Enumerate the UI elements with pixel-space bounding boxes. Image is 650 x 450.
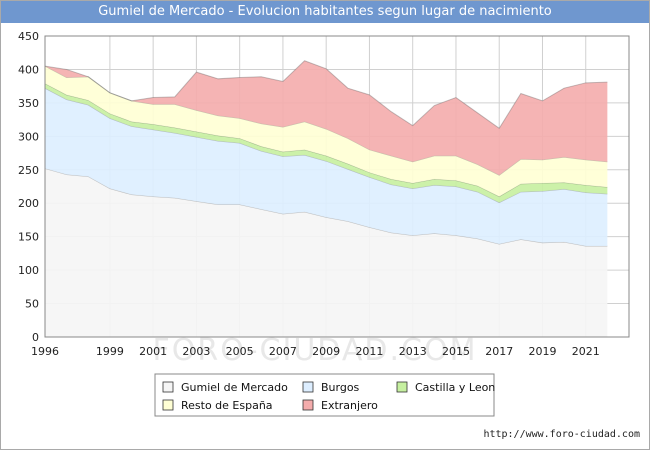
y-tick-label: 150	[18, 231, 39, 244]
area-resto-de-espana	[45, 66, 608, 197]
legend-swatch	[162, 381, 174, 393]
y-axis-ticks: 0 50 100 150 200 250 300 350 400 450	[18, 30, 39, 344]
x-tick-label: 2011	[355, 345, 383, 358]
x-tick-label: 1996	[31, 345, 59, 358]
legend-box	[154, 373, 495, 417]
x-tick-label: 2001	[139, 345, 167, 358]
x-axis-ticks: 1996 1999 2001 2003 2005 2007 2009 2011 2013 2015…	[31, 345, 600, 358]
y-tick-label: 450	[18, 30, 39, 43]
y-tick-label: 250	[18, 164, 39, 177]
x-tick-label: 1999	[96, 345, 124, 358]
plot-border	[44, 35, 630, 338]
legend-label: Resto de España	[181, 399, 273, 412]
area-extranjero	[45, 60, 608, 176]
legend-swatch	[396, 381, 408, 393]
x-tick-label: 2007	[269, 345, 297, 358]
chart-title: Gumiel de Mercado - Evolucion habitantes…	[1, 1, 649, 23]
y-tick-label: 50	[25, 298, 39, 311]
area-series	[44, 60, 608, 337]
x-tick-label: 2015	[442, 345, 470, 358]
legend-label: Extranjero	[321, 399, 378, 412]
x-tick-label: 2003	[182, 345, 210, 358]
x-tick-label: 2021	[572, 345, 600, 358]
x-tick-label: 2005	[226, 345, 254, 358]
x-tick-label: 2017	[485, 345, 513, 358]
y-tick-label: 100	[18, 264, 39, 277]
y-tick-label: 0	[32, 331, 39, 344]
y-tick-label: 300	[18, 130, 39, 143]
area-edge-extranjero	[44, 60, 608, 130]
y-tick-label: 400	[18, 63, 39, 76]
legend-label: Gumiel de Mercado	[181, 381, 288, 394]
area-gumiel-de-mercado	[45, 168, 608, 337]
x-tick-label: 2013	[399, 345, 427, 358]
legend-label: Castilla y Leon	[415, 381, 495, 394]
legend-swatch	[162, 399, 174, 411]
x-tick-label: 2009	[312, 345, 340, 358]
area-burgos	[45, 88, 608, 247]
legend-swatch	[302, 399, 314, 411]
watermark: FORO-CIUDAD.COM	[153, 333, 478, 368]
x-tick-label: 2019	[528, 345, 556, 358]
source-credit: http://www.foro-ciudad.com	[483, 429, 640, 440]
legend-label: Burgos	[321, 381, 360, 394]
y-tick-label: 200	[18, 197, 39, 210]
y-tick-label: 350	[18, 97, 39, 110]
legend: Gumiel de Mercado Burgos Castilla y Leon Re…	[154, 373, 495, 417]
legend-swatch	[302, 381, 314, 393]
